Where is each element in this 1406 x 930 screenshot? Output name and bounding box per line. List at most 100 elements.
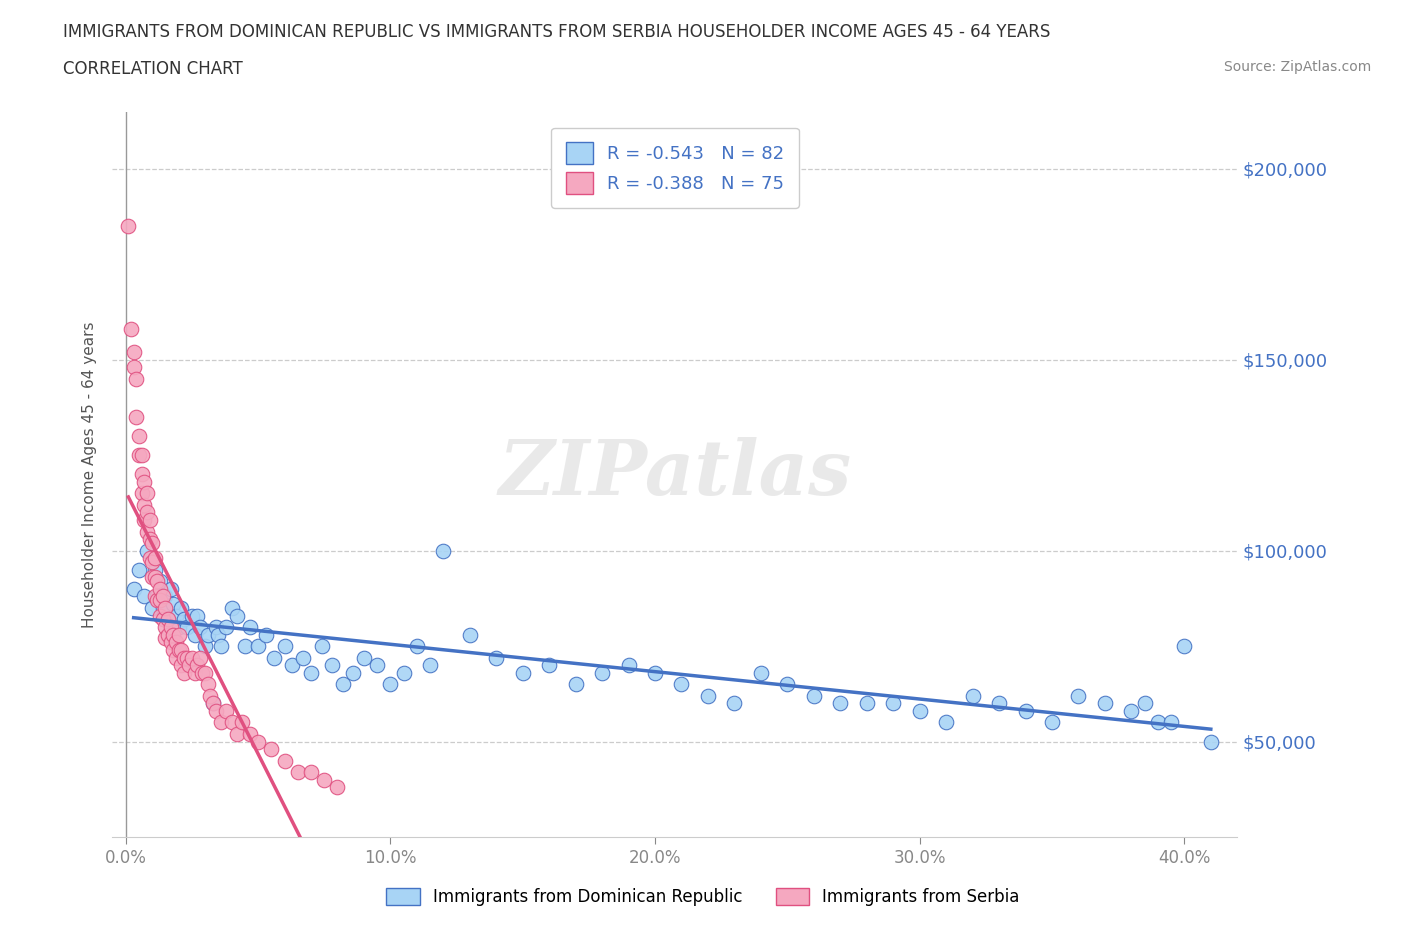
Point bbox=[321, 658, 343, 672]
Point bbox=[170, 601, 193, 616]
Point bbox=[204, 704, 226, 719]
Point bbox=[149, 592, 172, 607]
Legend: R = -0.543   N = 82, R = -0.388   N = 75: R = -0.543 N = 82, R = -0.388 N = 75 bbox=[551, 128, 799, 208]
Point bbox=[159, 635, 181, 650]
Point bbox=[292, 650, 315, 665]
Point bbox=[167, 627, 190, 642]
Point bbox=[141, 554, 163, 569]
Point bbox=[908, 704, 931, 719]
Point bbox=[225, 726, 247, 741]
Point bbox=[644, 665, 666, 680]
Point bbox=[141, 601, 163, 616]
Point bbox=[188, 650, 211, 665]
Point bbox=[162, 643, 184, 658]
Point bbox=[1199, 734, 1222, 749]
Point bbox=[1121, 704, 1143, 719]
Point bbox=[135, 486, 157, 501]
Point bbox=[830, 696, 852, 711]
Point bbox=[191, 665, 214, 680]
Point bbox=[143, 563, 166, 578]
Point bbox=[173, 650, 195, 665]
Text: IMMIGRANTS FROM DOMINICAN REPUBLIC VS IMMIGRANTS FROM SERBIA HOUSEHOLDER INCOME : IMMIGRANTS FROM DOMINICAN REPUBLIC VS IM… bbox=[63, 23, 1050, 41]
Point bbox=[776, 677, 799, 692]
Point bbox=[988, 696, 1011, 711]
Point bbox=[131, 447, 153, 462]
Point bbox=[207, 627, 229, 642]
Point bbox=[157, 627, 180, 642]
Point bbox=[197, 627, 219, 642]
Point bbox=[353, 650, 375, 665]
Point bbox=[138, 512, 160, 527]
Point bbox=[134, 474, 156, 489]
Point bbox=[186, 658, 208, 672]
Point bbox=[458, 627, 481, 642]
Point bbox=[233, 639, 256, 654]
Point bbox=[135, 525, 157, 539]
Point bbox=[122, 360, 145, 375]
Point bbox=[146, 592, 169, 607]
Point bbox=[157, 612, 180, 627]
Point bbox=[179, 658, 201, 672]
Point bbox=[186, 608, 208, 623]
Point bbox=[392, 665, 415, 680]
Point bbox=[122, 345, 145, 360]
Point bbox=[117, 219, 139, 233]
Text: ZIPatlas: ZIPatlas bbox=[498, 437, 852, 512]
Point bbox=[314, 772, 336, 787]
Point bbox=[197, 677, 219, 692]
Point bbox=[180, 608, 202, 623]
Point bbox=[165, 608, 187, 623]
Point bbox=[202, 696, 225, 711]
Point bbox=[1133, 696, 1156, 711]
Point bbox=[342, 665, 364, 680]
Point bbox=[176, 619, 198, 634]
Point bbox=[485, 650, 508, 665]
Point bbox=[538, 658, 561, 672]
Point bbox=[173, 665, 195, 680]
Point bbox=[260, 742, 283, 757]
Point bbox=[1014, 704, 1036, 719]
Point bbox=[935, 715, 957, 730]
Point bbox=[194, 639, 217, 654]
Point bbox=[183, 627, 205, 642]
Point bbox=[254, 627, 277, 642]
Point bbox=[134, 498, 156, 512]
Point bbox=[380, 677, 402, 692]
Point bbox=[749, 665, 772, 680]
Point bbox=[1147, 715, 1170, 730]
Point bbox=[149, 574, 172, 589]
Point bbox=[143, 589, 166, 604]
Point bbox=[162, 627, 184, 642]
Text: Source: ZipAtlas.com: Source: ZipAtlas.com bbox=[1223, 60, 1371, 74]
Point bbox=[273, 753, 295, 768]
Point bbox=[882, 696, 904, 711]
Point bbox=[141, 536, 163, 551]
Point bbox=[419, 658, 441, 672]
Legend: Immigrants from Dominican Republic, Immigrants from Serbia: Immigrants from Dominican Republic, Immi… bbox=[380, 881, 1026, 912]
Point bbox=[239, 619, 262, 634]
Point bbox=[159, 619, 181, 634]
Point bbox=[204, 619, 226, 634]
Point bbox=[134, 589, 156, 604]
Point bbox=[128, 429, 150, 444]
Point bbox=[564, 677, 586, 692]
Point bbox=[215, 704, 238, 719]
Point bbox=[146, 589, 169, 604]
Point bbox=[287, 764, 309, 779]
Point bbox=[247, 734, 270, 749]
Point bbox=[167, 643, 190, 658]
Point bbox=[332, 677, 354, 692]
Y-axis label: Householder Income Ages 45 - 64 years: Householder Income Ages 45 - 64 years bbox=[82, 321, 97, 628]
Point bbox=[803, 688, 825, 703]
Point bbox=[366, 658, 388, 672]
Point bbox=[591, 665, 613, 680]
Point bbox=[120, 322, 142, 337]
Point bbox=[221, 715, 243, 730]
Point bbox=[723, 696, 745, 711]
Point bbox=[173, 612, 195, 627]
Point bbox=[167, 619, 190, 634]
Point bbox=[170, 658, 193, 672]
Point bbox=[239, 726, 262, 741]
Point bbox=[138, 551, 160, 565]
Point bbox=[512, 665, 534, 680]
